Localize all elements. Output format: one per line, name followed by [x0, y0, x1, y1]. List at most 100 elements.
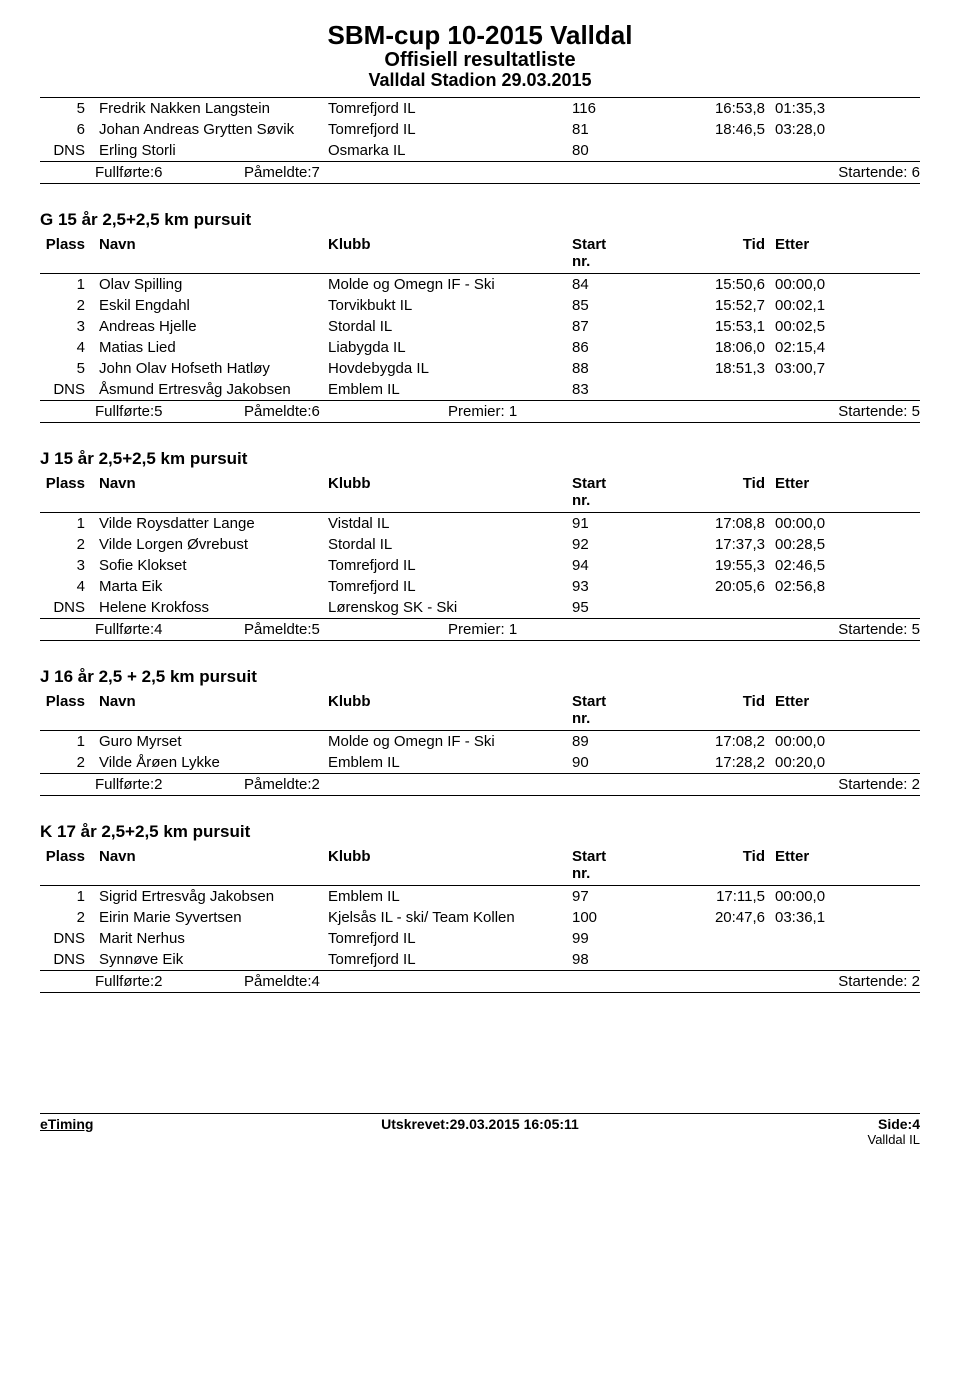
summary-pameldte: Påmeldte:2: [244, 776, 444, 793]
cell-etter: [775, 142, 860, 159]
cell-plass: 4: [40, 578, 95, 595]
cell-klubb: Osmarka IL: [328, 142, 568, 159]
cell-navn: Guro Myrset: [99, 733, 324, 750]
cell-startnr: 84: [572, 276, 627, 293]
cell-startnr: 94: [572, 557, 627, 574]
result-group: J 15 år 2,5+2,5 km pursuitPlassNavnKlubb…: [40, 449, 920, 641]
col-tid: Tid: [631, 693, 771, 727]
col-klubb: Klubb: [328, 693, 568, 727]
cell-plass: 6: [40, 121, 95, 138]
cell-navn: Vilde Årøen Lykke: [99, 754, 324, 771]
group-title: J 15 år 2,5+2,5 km pursuit: [40, 449, 920, 469]
summary-fullforte: Fullførte:2: [40, 973, 240, 990]
col-navn: Navn: [99, 848, 324, 882]
summary-startende: Startende: 5: [652, 621, 920, 638]
cell-tid: [631, 599, 771, 616]
summary-premier: [448, 164, 648, 181]
cell-plass: DNS: [40, 599, 95, 616]
col-plass: Plass: [40, 475, 95, 509]
summary-fullforte: Fullførte:6: [40, 164, 240, 181]
cell-navn: Sigrid Ertresvåg Jakobsen: [99, 888, 324, 905]
cell-startnr: 90: [572, 754, 627, 771]
cell-navn: John Olav Hofseth Hatløy: [99, 360, 324, 377]
col-etter: Etter: [775, 848, 860, 882]
cell-tid: 18:46,5: [631, 121, 771, 138]
cell-startnr: 99: [572, 930, 627, 947]
col-startnr: Start nr.: [572, 848, 627, 882]
cell-etter: 02:15,4: [775, 339, 860, 356]
table-row: 2Vilde Lorgen ØvrebustStordal IL9217:37,…: [40, 534, 920, 555]
table-row: 6Johan Andreas Grytten SøvikTomrefjord I…: [40, 119, 920, 140]
cell-etter: 00:28,5: [775, 536, 860, 553]
cell-plass: 2: [40, 536, 95, 553]
cell-navn: Eskil Engdahl: [99, 297, 324, 314]
cell-klubb: Emblem IL: [328, 381, 568, 398]
table-row: 4Matias LiedLiabygda IL8618:06,002:15,4: [40, 337, 920, 358]
table-row: 2Eskil EngdahlTorvikbukt IL8515:52,700:0…: [40, 295, 920, 316]
table-row: 3Sofie KloksetTomrefjord IL9419:55,302:4…: [40, 555, 920, 576]
column-header-row: PlassNavnKlubbStart nr.TidEtter: [40, 846, 920, 886]
cell-tid: [631, 142, 771, 159]
table-row: DNSErling StorliOsmarka IL80: [40, 140, 920, 161]
page-footer: eTiming Utskrevet:29.03.2015 16:05:11 Si…: [40, 1113, 920, 1132]
col-plass: Plass: [40, 236, 95, 270]
col-startnr: Start nr.: [572, 475, 627, 509]
cell-klubb: Tomrefjord IL: [328, 930, 568, 947]
cell-startnr: 83: [572, 381, 627, 398]
cell-plass: 2: [40, 909, 95, 926]
cell-plass: 4: [40, 339, 95, 356]
cell-tid: [631, 930, 771, 947]
result-group: J 16 år 2,5 + 2,5 km pursuitPlassNavnKlu…: [40, 667, 920, 796]
cell-klubb: Emblem IL: [328, 754, 568, 771]
summary-pameldte: Påmeldte:7: [244, 164, 444, 181]
group-summary: Fullførte:2Påmeldte:2Startende: 2: [40, 773, 920, 796]
footer-sub: Valldal IL: [40, 1132, 920, 1147]
cell-etter: [775, 951, 860, 968]
cell-tid: [631, 381, 771, 398]
cell-etter: 03:00,7: [775, 360, 860, 377]
table-row: 1Vilde Roysdatter LangeVistdal IL9117:08…: [40, 513, 920, 534]
cell-klubb: Stordal IL: [328, 318, 568, 335]
group-summary: Fullførte:2Påmeldte:4 Startende: 2: [40, 970, 920, 993]
table-row: 4Marta EikTomrefjord IL9320:05,602:56,8: [40, 576, 920, 597]
summary-fullforte: Fullførte:5: [40, 403, 240, 420]
cell-etter: 00:00,0: [775, 733, 860, 750]
cell-klubb: Emblem IL: [328, 888, 568, 905]
table-row: 5Fredrik Nakken LangsteinTomrefjord IL11…: [40, 98, 920, 119]
page-subtitle: Offisiell resultatliste: [40, 49, 920, 72]
cell-plass: 3: [40, 557, 95, 574]
cell-tid: 15:50,6: [631, 276, 771, 293]
cell-tid: 15:52,7: [631, 297, 771, 314]
page-title: SBM-cup 10-2015 Valldal: [40, 20, 920, 51]
group-title: G 15 år 2,5+2,5 km pursuit: [40, 210, 920, 230]
col-klubb: Klubb: [328, 475, 568, 509]
cell-startnr: 86: [572, 339, 627, 356]
summary-startende: Startende: 2: [652, 973, 920, 990]
col-tid: Tid: [631, 236, 771, 270]
cell-klubb: Tomrefjord IL: [328, 121, 568, 138]
cell-plass: 2: [40, 754, 95, 771]
summary-premier: [448, 973, 648, 990]
col-startnr: Start nr.: [572, 693, 627, 727]
cell-tid: 17:28,2: [631, 754, 771, 771]
cell-tid: 20:47,6: [631, 909, 771, 926]
cell-tid: 17:08,2: [631, 733, 771, 750]
cell-startnr: 97: [572, 888, 627, 905]
cell-startnr: 93: [572, 578, 627, 595]
cell-plass: 1: [40, 515, 95, 532]
group-summary: Fullførte:6Påmeldte:7Startende: 6: [40, 161, 920, 184]
cell-plass: DNS: [40, 381, 95, 398]
table-row: DNSHelene KrokfossLørenskog SK - Ski95: [40, 597, 920, 618]
cell-tid: 18:51,3: [631, 360, 771, 377]
cell-etter: [775, 930, 860, 947]
results-container: 5Fredrik Nakken LangsteinTomrefjord IL11…: [40, 98, 920, 993]
col-tid: Tid: [631, 475, 771, 509]
group-summary: Fullførte:4Påmeldte:5Premier: 1Startende…: [40, 618, 920, 641]
cell-plass: DNS: [40, 930, 95, 947]
summary-pameldte: Påmeldte:4: [244, 973, 444, 990]
cell-plass: 1: [40, 733, 95, 750]
summary-premier: Premier: 1: [448, 621, 648, 638]
col-klubb: Klubb: [328, 848, 568, 882]
result-group: 5Fredrik Nakken LangsteinTomrefjord IL11…: [40, 98, 920, 184]
table-row: DNSÅsmund Ertresvåg JakobsenEmblem IL83: [40, 379, 920, 400]
